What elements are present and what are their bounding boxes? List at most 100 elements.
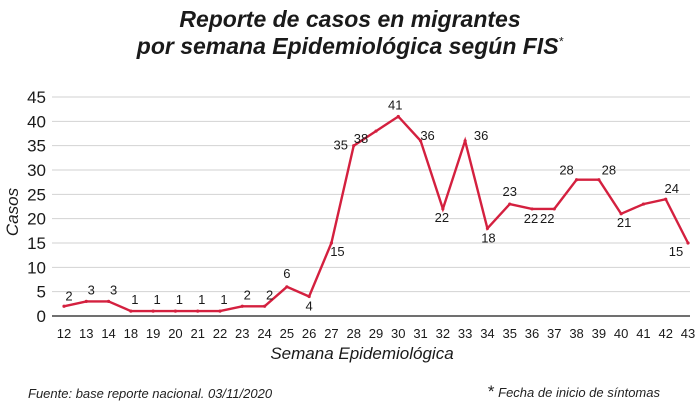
x-tick-label: 18 xyxy=(124,326,138,341)
data-label: 1 xyxy=(131,292,138,307)
y-tick-label: 0 xyxy=(37,307,46,326)
y-tick-label: 35 xyxy=(27,137,46,156)
data-label: 2 xyxy=(266,287,273,302)
x-tick-label: 25 xyxy=(280,326,294,341)
x-tick-label: 19 xyxy=(146,326,160,341)
data-point xyxy=(62,304,66,308)
chart-title-line-2-text: por semana Epidemiológica según FIS xyxy=(136,33,559,59)
data-point xyxy=(396,114,400,119)
x-tick-label: 28 xyxy=(346,326,360,341)
y-tick-label: 20 xyxy=(27,210,46,229)
data-point xyxy=(285,285,289,289)
x-axis-title: Semana Epidemiológica xyxy=(270,344,453,363)
data-point xyxy=(574,178,579,182)
x-tick-label: 21 xyxy=(190,326,204,341)
footnote-mark: * xyxy=(487,382,495,401)
data-point xyxy=(418,139,423,143)
x-tick-label: 40 xyxy=(614,326,628,341)
y-tick-label: 40 xyxy=(27,112,46,131)
x-tick-label: 20 xyxy=(168,326,182,341)
y-tick-label: 30 xyxy=(27,161,46,180)
x-axis-ticks: 12 13 14 18 19 20 21 22 23 24 25 26 27 28 29 30 31 32 33 34… xyxy=(57,326,695,341)
x-tick-label: 12 xyxy=(57,326,71,341)
data-point xyxy=(196,309,200,313)
data-point xyxy=(307,294,311,299)
data-label: 22 xyxy=(435,210,449,225)
x-tick-label: 41 xyxy=(636,326,650,341)
x-tick-label: 29 xyxy=(369,326,383,341)
x-tick-label: 34 xyxy=(480,326,494,341)
data-point xyxy=(641,202,646,206)
data-point xyxy=(106,299,111,303)
chart-title: Reporte de casos en migrantes por semana… xyxy=(0,6,700,60)
x-tick-label: 39 xyxy=(592,326,606,341)
data-label: 36 xyxy=(474,128,488,143)
y-axis-title: Casos xyxy=(3,187,22,236)
footnote: * Fecha de inicio de síntomas xyxy=(488,382,660,402)
data-label: 24 xyxy=(664,181,678,196)
x-tick-label: 42 xyxy=(658,326,672,341)
y-tick-label: 15 xyxy=(27,234,46,253)
data-point xyxy=(508,202,512,206)
data-label: 38 xyxy=(354,131,368,146)
data-label: 15 xyxy=(330,244,344,259)
data-label: 1 xyxy=(220,292,227,307)
data-point xyxy=(463,139,467,143)
data-point xyxy=(530,207,534,211)
data-point xyxy=(485,226,490,230)
data-label: 22 xyxy=(540,211,554,226)
data-label: 18 xyxy=(481,230,495,245)
x-tick-label: 35 xyxy=(502,326,516,341)
data-label: 41 xyxy=(388,97,402,112)
x-tick-label: 26 xyxy=(302,326,316,341)
x-tick-label: 33 xyxy=(458,326,472,341)
x-tick-label: 38 xyxy=(569,326,583,341)
data-label: 21 xyxy=(617,215,631,230)
y-tick-label: 45 xyxy=(27,88,46,107)
data-label: 3 xyxy=(88,282,95,297)
x-tick-label: 14 xyxy=(101,326,115,341)
x-tick-label: 23 xyxy=(235,326,249,341)
y-tick-label: 25 xyxy=(27,185,46,204)
footnote-text: Fecha de inicio de síntomas xyxy=(498,385,660,400)
data-point xyxy=(374,129,378,133)
data-point xyxy=(664,197,668,201)
data-label: 1 xyxy=(154,292,161,307)
x-tick-label: 43 xyxy=(681,326,695,341)
y-axis-ticks: 0 5 10 15 20 25 30 35 40 45 xyxy=(27,88,46,326)
data-point xyxy=(240,304,244,308)
data-label: 2 xyxy=(244,287,251,302)
data-label: 28 xyxy=(602,163,616,178)
data-point xyxy=(619,212,623,216)
y-tick-label: 10 xyxy=(27,258,46,277)
data-point xyxy=(262,304,267,308)
y-tick-label: 5 xyxy=(37,283,46,302)
data-label: 22 xyxy=(524,211,538,226)
x-tick-label: 13 xyxy=(79,326,93,341)
chart-title-line-2: por semana Epidemiológica según FIS* xyxy=(0,33,700,60)
data-label: 6 xyxy=(283,266,290,281)
gridlines xyxy=(52,96,690,317)
x-tick-label: 30 xyxy=(391,326,405,341)
data-point xyxy=(441,207,445,211)
x-tick-label: 31 xyxy=(413,326,427,341)
chart-title-line-1: Reporte de casos en migrantes xyxy=(179,6,521,32)
title-footnote-mark: * xyxy=(558,34,564,49)
x-tick-label: 27 xyxy=(324,326,338,341)
data-point xyxy=(151,309,155,313)
x-tick-label: 24 xyxy=(257,326,271,341)
x-tick-label: 32 xyxy=(436,326,450,341)
data-label: 15 xyxy=(669,244,683,259)
data-point xyxy=(218,309,222,313)
source-note: Fuente: base reporte nacional. 03/11/202… xyxy=(28,386,273,401)
data-point xyxy=(352,144,356,148)
data-label: 4 xyxy=(306,299,313,314)
data-point xyxy=(129,309,133,313)
data-label: 2 xyxy=(65,288,72,303)
data-point xyxy=(686,241,690,245)
data-label: 1 xyxy=(198,292,205,307)
data-label: 3 xyxy=(110,282,117,297)
x-tick-label: 22 xyxy=(213,326,227,341)
